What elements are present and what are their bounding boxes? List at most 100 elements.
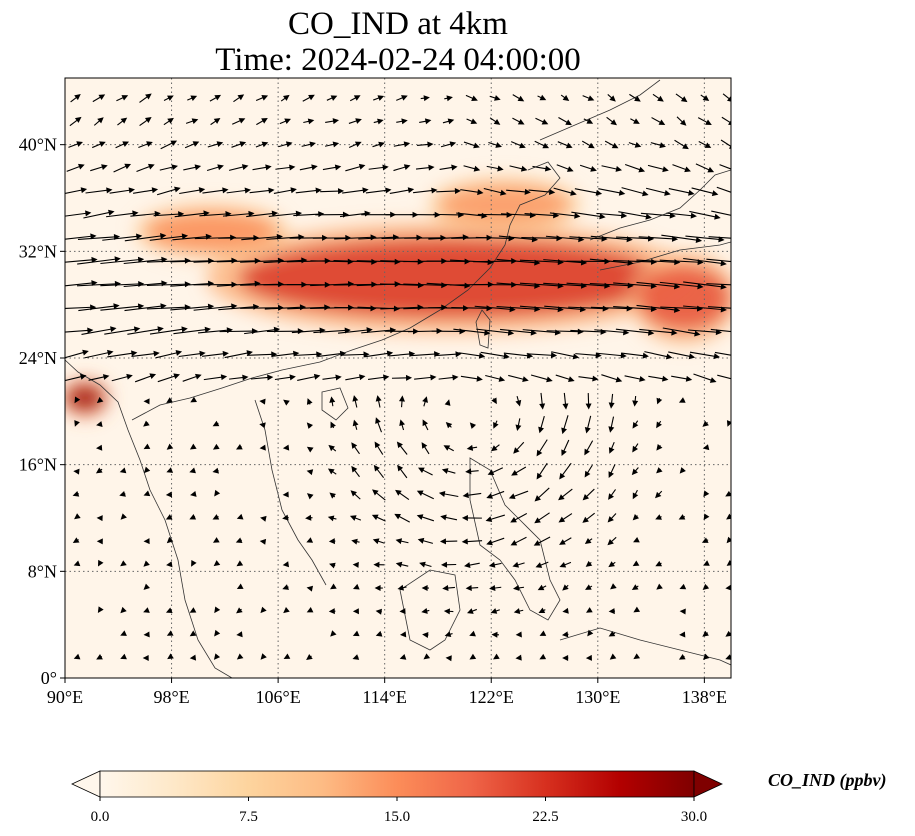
wind-arrow — [708, 236, 731, 240]
wind-arrow — [510, 536, 527, 546]
wind-arrow — [537, 584, 547, 591]
wind-arrow — [156, 186, 181, 196]
wind-arrow — [280, 94, 290, 102]
wind-arrow — [648, 375, 669, 382]
wind-arrow — [559, 561, 572, 568]
concentration-core — [637, 264, 731, 332]
wind-arrow — [557, 141, 573, 149]
wind-arrow — [399, 608, 406, 615]
wind-arrow — [515, 654, 522, 661]
wind-arrow — [706, 258, 731, 264]
wind-arrow — [372, 141, 385, 148]
wind-arrow — [399, 419, 406, 431]
wind-arrow — [668, 188, 695, 196]
wind-arrow — [117, 117, 128, 126]
concentration-core — [65, 384, 105, 412]
wind-arrow — [466, 118, 478, 124]
wind-arrow — [165, 514, 173, 520]
wind-arrow — [65, 233, 97, 241]
wind-arrow — [422, 419, 429, 431]
wind-arrow — [556, 164, 574, 172]
wind-arrow — [212, 537, 220, 543]
wind-arrow — [351, 442, 360, 455]
wind-arrow — [143, 443, 151, 450]
map-frame — [64, 77, 732, 679]
wind-arrow — [462, 492, 482, 499]
wind-arrow — [491, 631, 500, 638]
lat-tick-label: 0° — [41, 668, 57, 688]
wind-arrow — [528, 188, 556, 195]
wind-arrow — [493, 653, 500, 660]
wind-arrow — [535, 561, 549, 568]
wind-arrow — [356, 258, 401, 265]
wind-arrow — [295, 351, 323, 358]
wind-arrow — [469, 653, 477, 660]
wind-arrow — [173, 326, 211, 335]
wind-arrow — [352, 654, 360, 660]
wind-arrow — [618, 211, 652, 220]
concentration-core — [144, 211, 279, 252]
wind-arrow — [442, 118, 455, 125]
wind-arrow — [417, 141, 434, 148]
wind-arrow — [375, 417, 383, 433]
wind-arrow — [74, 513, 81, 520]
wind-arrow — [442, 585, 456, 592]
wind-arrow — [509, 165, 528, 172]
wind-arrow — [444, 95, 453, 102]
wind-arrow — [639, 328, 678, 336]
wind-arrow — [306, 606, 314, 613]
wind-arrow — [379, 282, 424, 289]
wind-arrow — [119, 467, 127, 474]
wind-arrow — [608, 416, 615, 433]
wind-arrow — [632, 395, 639, 407]
wind-arrow — [302, 94, 315, 102]
wind-arrow — [489, 585, 502, 591]
wind-arrow — [562, 655, 569, 661]
wind-arrow — [562, 584, 569, 591]
wind-arrow — [632, 443, 639, 453]
wind-arrow — [574, 188, 603, 196]
wind-arrow — [236, 444, 243, 450]
wind-arrow — [327, 515, 337, 522]
wind-arrow — [463, 141, 480, 149]
wind-arrow — [511, 466, 527, 476]
wind-arrow — [374, 441, 384, 455]
wind-arrow — [187, 95, 198, 102]
wind-arrow — [310, 281, 355, 288]
wind-arrow — [414, 374, 437, 381]
wind-arrow — [607, 93, 616, 102]
wind-arrow — [534, 140, 550, 149]
wind-arrow — [561, 631, 569, 638]
wind-arrow — [367, 374, 390, 381]
wind-arrow — [92, 94, 106, 103]
wind-arrow — [584, 440, 594, 456]
wind-arrow — [596, 212, 628, 219]
wind-arrow — [584, 537, 593, 544]
wind-arrow — [539, 653, 547, 660]
wind-arrow — [348, 118, 362, 124]
wind-arrow — [306, 654, 313, 660]
wind-arrow — [679, 467, 686, 474]
wind-arrow — [621, 352, 649, 359]
wind-arrow — [703, 513, 710, 521]
wind-arrow — [330, 421, 336, 429]
wind-arrow — [633, 606, 641, 613]
wind-arrow — [352, 630, 360, 637]
wind-arrow — [303, 118, 315, 125]
wind-arrow — [358, 234, 400, 241]
colorbar-tick-label: 15.0 — [384, 809, 410, 825]
gridlines — [65, 78, 731, 678]
wind-arrow — [483, 187, 507, 196]
wind-arrow — [203, 374, 228, 381]
wind-arrow — [214, 489, 221, 497]
wind-arrow — [632, 514, 640, 521]
wind-arrow — [287, 304, 331, 311]
wind-arrow — [322, 164, 342, 171]
wind-arrow — [395, 489, 410, 501]
wind-arrow — [460, 375, 483, 382]
wind-arrow — [256, 118, 268, 126]
wind-arrow — [380, 304, 424, 311]
wind-arrow — [674, 139, 689, 150]
lat-tick-label: 40°N — [19, 135, 57, 155]
wind-arrow — [297, 373, 321, 381]
